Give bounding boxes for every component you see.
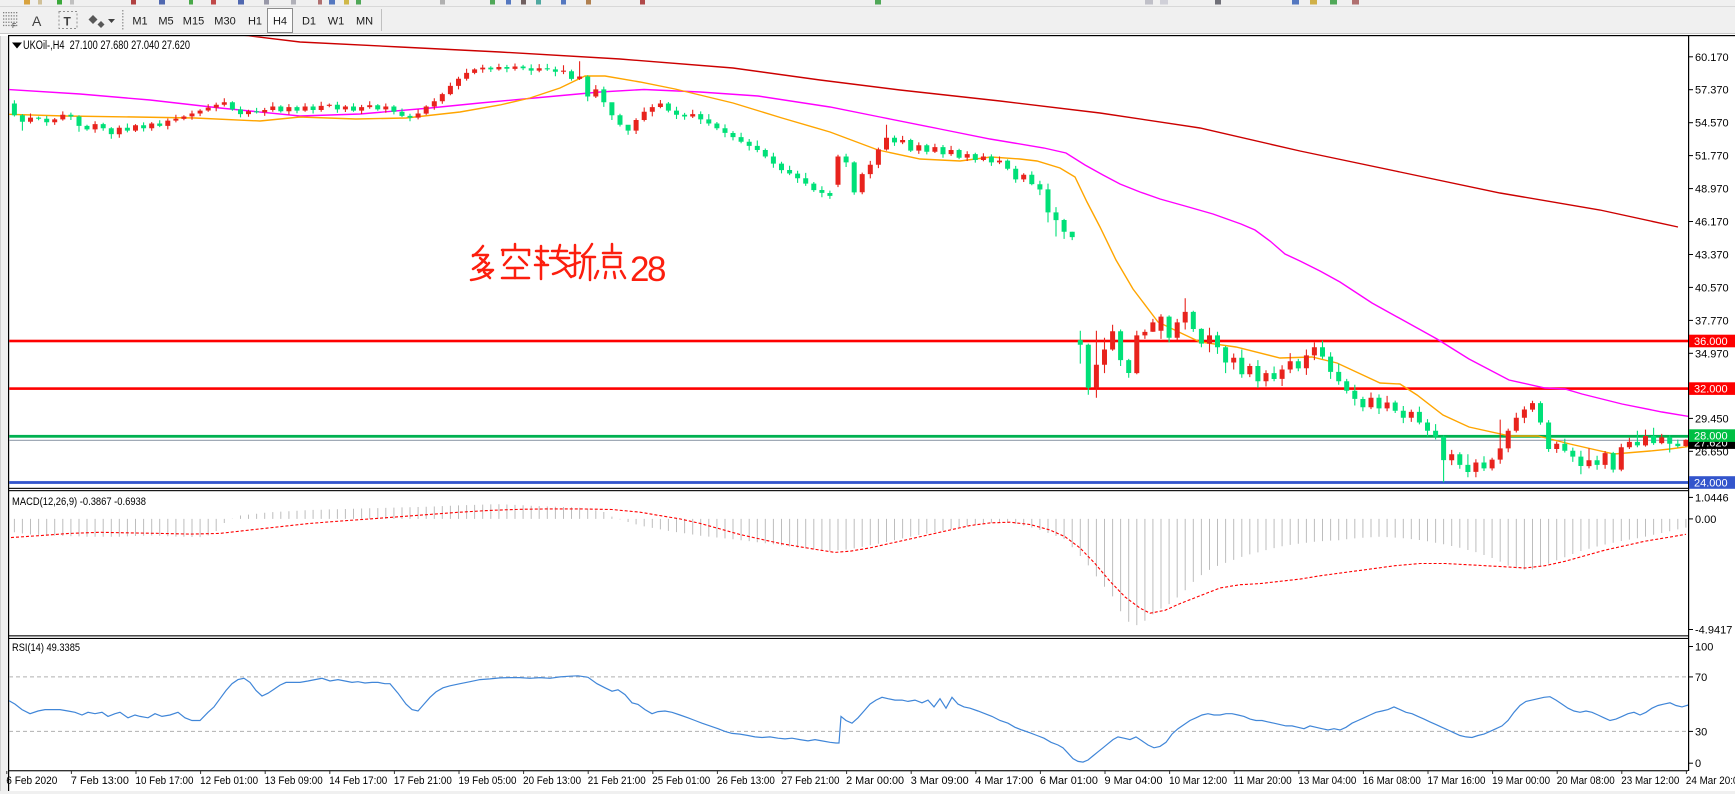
svg-text:32.000: 32.000 — [1694, 384, 1728, 396]
svg-text:23 Mar 12:00: 23 Mar 12:00 — [1621, 775, 1679, 787]
svg-text:29.450: 29.450 — [1695, 413, 1729, 425]
svg-text:70: 70 — [1695, 672, 1707, 684]
svg-text:26.650: 26.650 — [1695, 446, 1729, 458]
svg-text:100: 100 — [1695, 642, 1713, 654]
svg-text:54.570: 54.570 — [1695, 118, 1729, 130]
svg-text:9 Mar 04:00: 9 Mar 04:00 — [1105, 775, 1163, 787]
svg-text:24.000: 24.000 — [1694, 478, 1728, 490]
svg-text:13 Mar 04:00: 13 Mar 04:00 — [1298, 775, 1356, 787]
svg-text:W1: W1 — [328, 16, 345, 28]
svg-text:60.170: 60.170 — [1695, 52, 1729, 64]
svg-text:0.00: 0.00 — [1695, 514, 1716, 526]
svg-text:25 Feb 01:00: 25 Feb 01:00 — [652, 775, 710, 787]
svg-text:-4.9417: -4.9417 — [1695, 625, 1732, 637]
svg-text:17 Feb 21:00: 17 Feb 21:00 — [394, 775, 452, 787]
svg-text:13 Feb 09:00: 13 Feb 09:00 — [265, 775, 323, 787]
svg-text:M1: M1 — [132, 16, 147, 28]
svg-text:0: 0 — [1695, 758, 1701, 770]
svg-text:16 Mar 08:00: 16 Mar 08:00 — [1363, 775, 1421, 787]
svg-text:30: 30 — [1695, 726, 1707, 738]
svg-text:17 Mar 16:00: 17 Mar 16:00 — [1428, 775, 1486, 787]
svg-text:6 Feb 2020: 6 Feb 2020 — [6, 775, 57, 787]
svg-text:12 Feb 01:00: 12 Feb 01:00 — [200, 775, 258, 787]
svg-text:19 Feb 05:00: 19 Feb 05:00 — [459, 775, 517, 787]
svg-text:UKOil-,H4 27.100 27.680 27.04: UKOil-,H4 27.100 27.680 27.040 27.620 — [23, 40, 190, 52]
svg-text:A: A — [32, 13, 42, 29]
svg-text:10 Feb 17:00: 10 Feb 17:00 — [136, 775, 194, 787]
svg-text:8: 8 — [647, 250, 666, 289]
svg-text:37.770: 37.770 — [1695, 315, 1729, 327]
svg-text:6 Mar 01:00: 6 Mar 01:00 — [1040, 775, 1098, 787]
svg-text:14 Feb 17:00: 14 Feb 17:00 — [329, 775, 387, 787]
svg-text:3 Mar 09:00: 3 Mar 09:00 — [911, 775, 969, 787]
svg-text:F: F — [12, 23, 16, 30]
svg-text:T: T — [64, 15, 72, 29]
svg-text:28.000: 28.000 — [1694, 431, 1728, 443]
svg-text:26 Feb 13:00: 26 Feb 13:00 — [717, 775, 775, 787]
svg-text:36.000: 36.000 — [1694, 336, 1728, 348]
svg-text:MACD(12,26,9) -0.3867 -0.6938: MACD(12,26,9) -0.3867 -0.6938 — [12, 496, 146, 508]
svg-text:24 Mar 20:00: 24 Mar 20:00 — [1686, 775, 1735, 787]
svg-text:27 Feb 21:00: 27 Feb 21:00 — [782, 775, 840, 787]
svg-text:4 Mar 17:00: 4 Mar 17:00 — [975, 775, 1033, 787]
svg-text:48.970: 48.970 — [1695, 184, 1729, 196]
svg-text:11 Mar 20:00: 11 Mar 20:00 — [1234, 775, 1292, 787]
svg-text:20 Mar 08:00: 20 Mar 08:00 — [1557, 775, 1615, 787]
svg-text:19 Mar 00:00: 19 Mar 00:00 — [1492, 775, 1550, 787]
svg-text:D1: D1 — [302, 16, 316, 28]
svg-text:1.0446: 1.0446 — [1695, 492, 1729, 504]
svg-text:21 Feb 21:00: 21 Feb 21:00 — [588, 775, 646, 787]
svg-text:M30: M30 — [214, 16, 235, 28]
svg-text:10 Mar 12:00: 10 Mar 12:00 — [1169, 775, 1227, 787]
svg-text:43.370: 43.370 — [1695, 250, 1729, 262]
svg-text:M5: M5 — [158, 16, 173, 28]
svg-text:M15: M15 — [183, 16, 204, 28]
svg-text:2: 2 — [630, 250, 649, 289]
svg-text:MN: MN — [356, 16, 373, 28]
svg-text:51.770: 51.770 — [1695, 151, 1729, 163]
svg-text:20 Feb 13:00: 20 Feb 13:00 — [523, 775, 581, 787]
svg-text:40.570: 40.570 — [1695, 282, 1729, 294]
svg-text:7 Feb 13:00: 7 Feb 13:00 — [71, 775, 129, 787]
svg-text:H1: H1 — [248, 16, 262, 28]
svg-text:2 Mar 00:00: 2 Mar 00:00 — [846, 775, 904, 787]
svg-text:34.970: 34.970 — [1695, 348, 1729, 360]
svg-text:46.170: 46.170 — [1695, 217, 1729, 229]
svg-text:57.370: 57.370 — [1695, 85, 1729, 97]
svg-text:H4: H4 — [273, 16, 287, 28]
svg-text:RSI(14) 49.3385: RSI(14) 49.3385 — [12, 642, 80, 654]
